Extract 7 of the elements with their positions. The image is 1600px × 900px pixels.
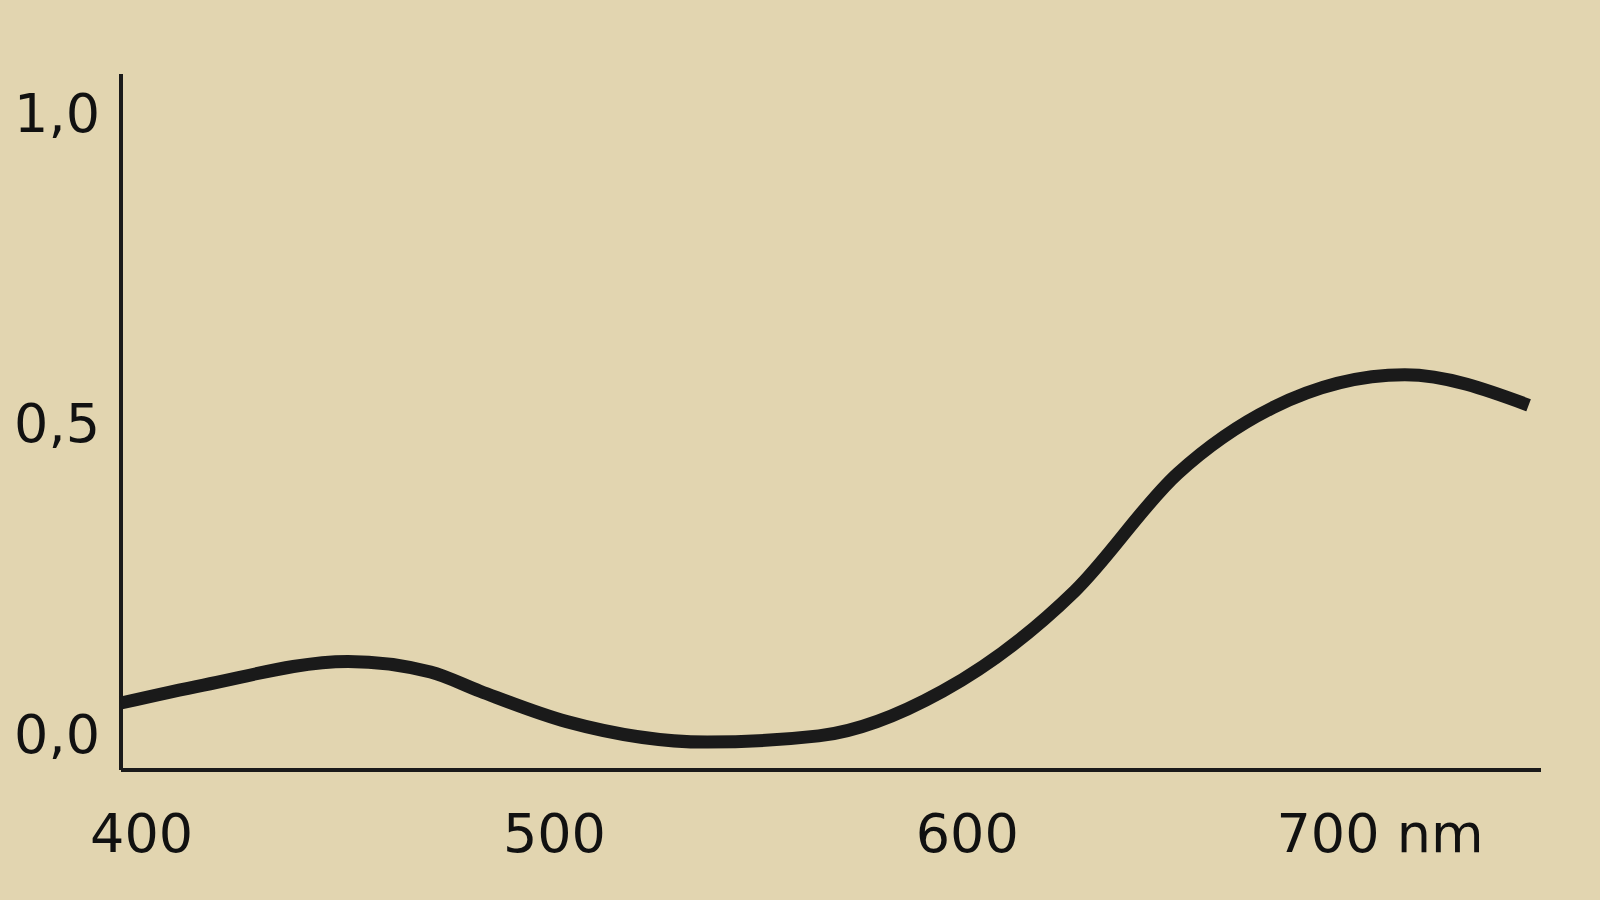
x-tick-label: 700 nm: [1276, 802, 1484, 865]
x-tick-label: 500: [502, 802, 606, 865]
y-tick-label: 0,0: [14, 702, 100, 766]
y-tick-label: 1,0: [14, 82, 100, 146]
y-tick-label: 0,5: [14, 392, 100, 456]
x-tick-label: 400: [90, 802, 194, 865]
x-tick-label: 600: [915, 802, 1019, 865]
